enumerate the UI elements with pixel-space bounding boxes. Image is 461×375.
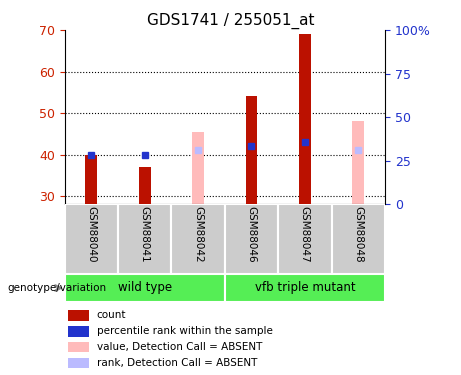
Bar xyxy=(278,204,331,274)
Text: GSM88048: GSM88048 xyxy=(353,207,363,263)
Text: GSM88047: GSM88047 xyxy=(300,207,310,263)
Text: rank, Detection Call = ABSENT: rank, Detection Call = ABSENT xyxy=(97,358,257,368)
Bar xyxy=(225,204,278,274)
Bar xyxy=(85,154,97,204)
Text: GDS1741 / 255051_at: GDS1741 / 255051_at xyxy=(147,13,314,29)
Bar xyxy=(352,122,364,204)
Text: GSM88046: GSM88046 xyxy=(247,207,256,263)
Bar xyxy=(68,310,89,321)
Bar xyxy=(68,342,89,352)
Bar xyxy=(118,204,171,274)
Bar xyxy=(299,34,311,204)
Text: count: count xyxy=(97,310,126,321)
Text: GSM88042: GSM88042 xyxy=(193,207,203,263)
Bar xyxy=(192,132,204,204)
Text: vfb triple mutant: vfb triple mutant xyxy=(254,281,355,294)
Text: GSM88040: GSM88040 xyxy=(86,207,96,263)
Bar xyxy=(68,326,89,336)
Text: genotype/variation: genotype/variation xyxy=(7,283,106,293)
Bar xyxy=(68,358,89,368)
Bar xyxy=(225,274,385,302)
Bar xyxy=(65,274,225,302)
Bar xyxy=(65,204,118,274)
Text: GSM88041: GSM88041 xyxy=(140,207,150,263)
Text: value, Detection Call = ABSENT: value, Detection Call = ABSENT xyxy=(97,342,262,352)
Bar xyxy=(139,167,150,204)
Bar xyxy=(331,204,385,274)
Text: wild type: wild type xyxy=(118,281,171,294)
Bar xyxy=(171,204,225,274)
Bar xyxy=(246,96,257,204)
Text: percentile rank within the sample: percentile rank within the sample xyxy=(97,326,272,336)
